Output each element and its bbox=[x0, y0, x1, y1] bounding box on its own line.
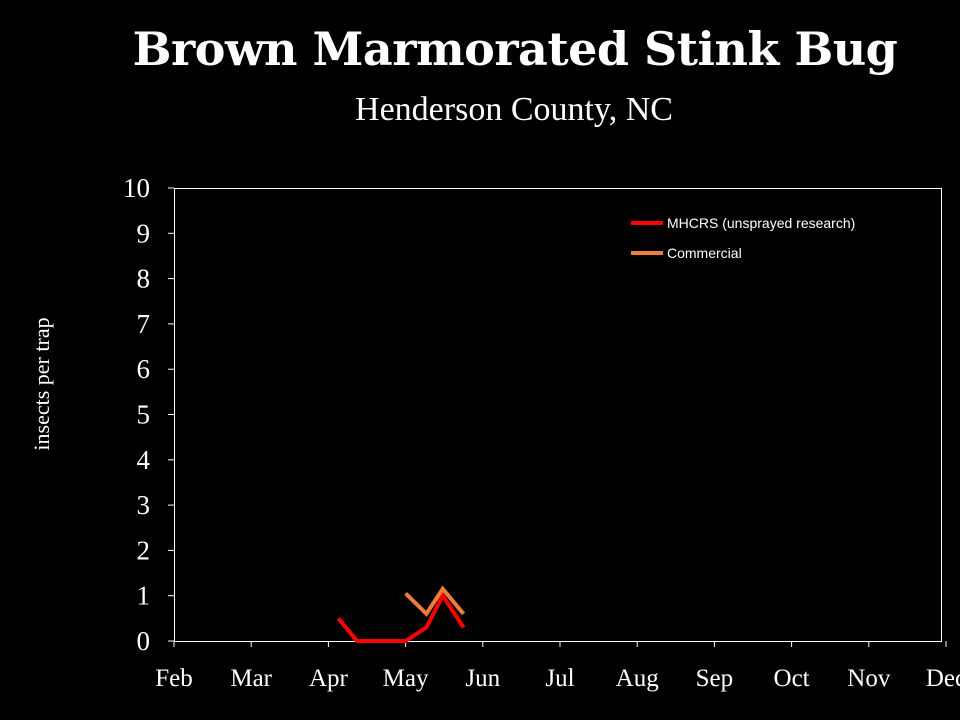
x-tick-label: Jun bbox=[465, 665, 500, 692]
chart-subtitle: Henderson County, NC bbox=[355, 91, 673, 128]
y-tick-label: 4 bbox=[137, 445, 151, 475]
y-tick-label: 2 bbox=[137, 535, 151, 565]
x-tick-label: Dec bbox=[926, 665, 960, 692]
y-tick-label: 7 bbox=[137, 309, 151, 339]
x-tick-label: Apr bbox=[309, 665, 349, 692]
x-axis: Feb Mar Apr May Jun Jul Aug Sep Oct Nov Dec bbox=[155, 641, 960, 692]
y-tick-label: 8 bbox=[137, 264, 151, 294]
y-tick-label: 9 bbox=[137, 218, 151, 248]
x-tick-label: Oct bbox=[774, 665, 810, 692]
plot-area-frame bbox=[174, 188, 942, 642]
x-tick-label: Sep bbox=[696, 665, 734, 692]
y-tick-label: 1 bbox=[137, 581, 151, 611]
x-tick-label: Feb bbox=[155, 665, 193, 692]
series-line-0 bbox=[336, 591, 466, 643]
x-tick-label: May bbox=[383, 665, 429, 692]
y-tick-label: 5 bbox=[137, 400, 151, 430]
x-tick-label: Aug bbox=[616, 665, 660, 692]
legend: MHCRS (unsprayed research) Commercial bbox=[631, 215, 855, 261]
x-tick-label: Nov bbox=[847, 665, 891, 692]
series-lines bbox=[336, 585, 466, 643]
legend-label-0: MHCRS (unsprayed research) bbox=[667, 215, 855, 231]
y-tick-label: 3 bbox=[137, 490, 151, 520]
y-tick-label: 10 bbox=[123, 173, 150, 203]
x-tick-label: Jul bbox=[545, 665, 574, 692]
y-axis: 0 1 2 3 4 5 6 7 8 9 10 bbox=[123, 173, 174, 656]
y-tick-label: 6 bbox=[137, 354, 151, 384]
y-tick-label: 0 bbox=[137, 626, 151, 656]
legend-label-1: Commercial bbox=[667, 245, 742, 261]
chart-title: Brown Marmorated Stink Bug bbox=[132, 22, 898, 76]
series-line-1 bbox=[404, 585, 466, 617]
x-tick-label: Mar bbox=[230, 665, 272, 692]
